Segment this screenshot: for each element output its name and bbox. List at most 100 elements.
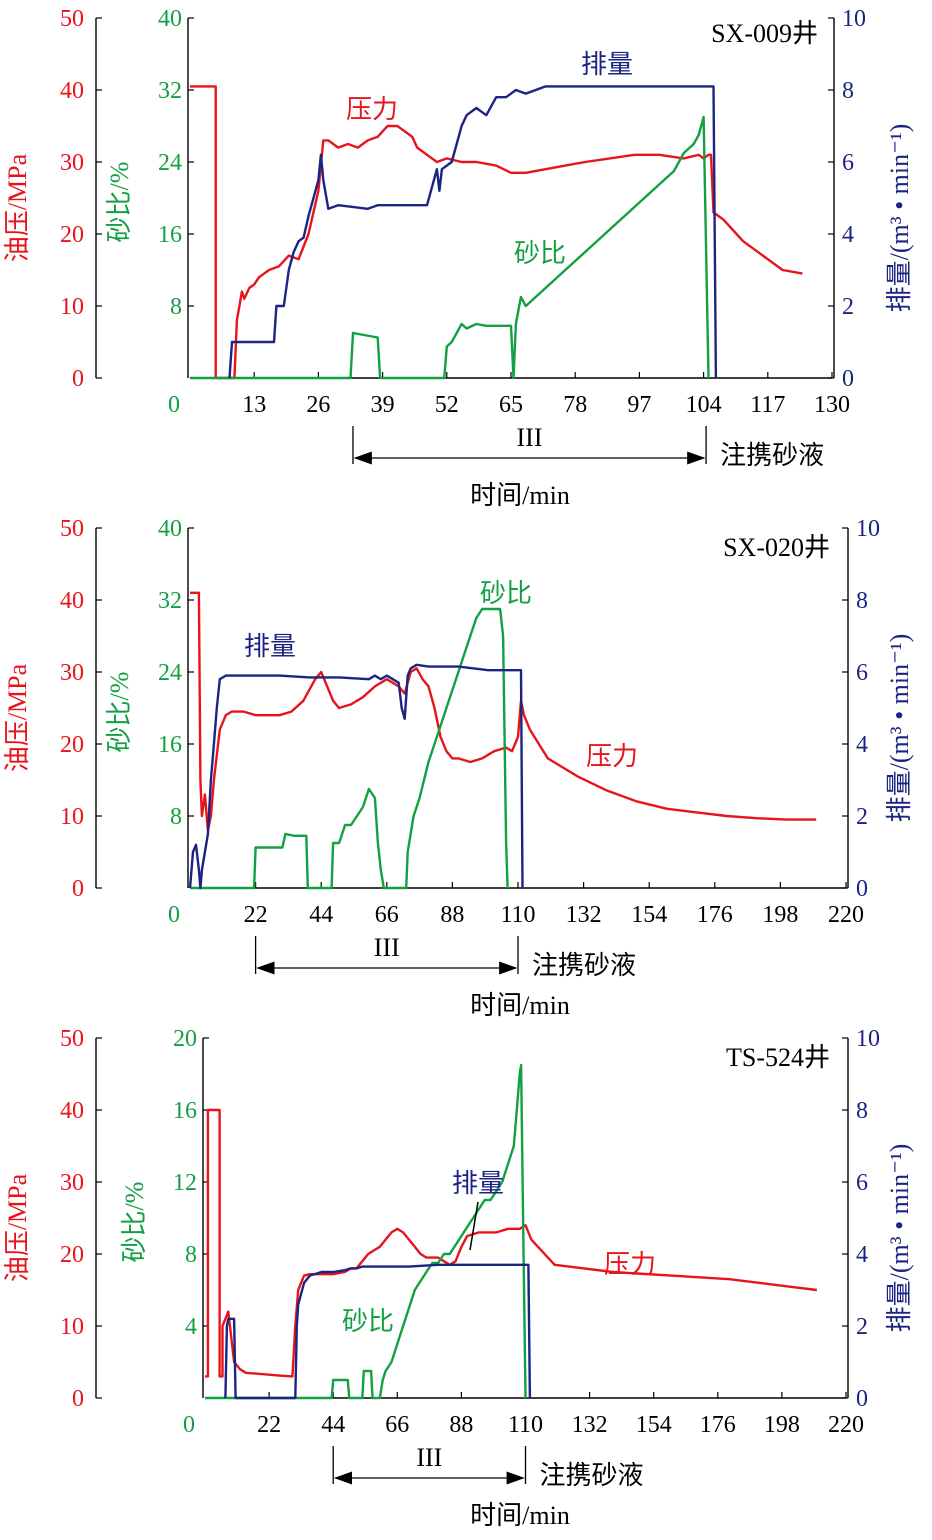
- pressure-tick-label: 40: [60, 78, 84, 104]
- pressure-series-line: [190, 85, 803, 380]
- rate-tick-label: 10: [856, 1026, 880, 1052]
- x-tick-label: 39: [371, 392, 395, 418]
- sand-axis-title: 砂比/%: [120, 1182, 149, 1263]
- rate-tick-label: 8: [856, 588, 868, 614]
- well-label: TS-524井: [726, 1043, 830, 1072]
- pressure-tick-label: 50: [60, 516, 84, 542]
- sand-tick-label: 8: [170, 804, 182, 830]
- sand-series-label: 砂比: [514, 239, 566, 268]
- sand-series-label: 砂比: [342, 1307, 394, 1336]
- rate-series-line: [228, 85, 718, 379]
- pressure-axis-title: 油压/MPa: [3, 153, 32, 262]
- rate-tick-label: 0: [856, 876, 868, 902]
- pressure-tick-label: 10: [60, 804, 84, 830]
- sand-tick-label: 24: [158, 660, 182, 686]
- pressure-tick-label: 50: [60, 1026, 84, 1052]
- pressure-tick-label: 30: [60, 1170, 84, 1196]
- rate-tick-label: 8: [856, 1098, 868, 1124]
- carry-sand-label: 注携砂液: [540, 1461, 644, 1490]
- sand-tick-label: 32: [158, 78, 182, 104]
- x-tick-label: 44: [309, 902, 333, 928]
- x-tick-label: 0: [168, 902, 180, 928]
- sand-series-line: [205, 1063, 527, 1400]
- well-label: SX-009井: [711, 19, 818, 48]
- x-tick-label: 117: [750, 392, 785, 418]
- rate-tick-label: 2: [842, 294, 854, 320]
- rate-tick-label: 10: [842, 6, 866, 32]
- pressure-tick-label: 20: [60, 732, 84, 758]
- x-tick-label: 104: [686, 392, 722, 418]
- x-tick-label: 130: [814, 392, 850, 418]
- rate-tick-label: 2: [856, 804, 868, 830]
- rate-tick-label: 0: [842, 366, 854, 392]
- pressure-series-label: 压力: [604, 1250, 656, 1279]
- sand-tick-label: 8: [185, 1242, 197, 1268]
- sand-series-line: [190, 115, 710, 380]
- rate-label-leader: [469, 1201, 479, 1251]
- rate-series-label: 排量: [244, 632, 296, 661]
- sand-tick-label: 16: [158, 222, 182, 248]
- x-tick-label: 198: [764, 1412, 800, 1438]
- pressure-series-label: 压力: [346, 95, 398, 124]
- sand-tick-label: 24: [158, 150, 182, 176]
- rate-tick-label: 0: [856, 1386, 868, 1412]
- pressure-tick-label: 0: [72, 366, 84, 392]
- x-tick-label: 154: [631, 902, 667, 928]
- stage-label: III: [416, 1443, 442, 1472]
- x-tick-label: 26: [306, 392, 330, 418]
- x-tick-label: 13: [242, 392, 266, 418]
- rate-tick-label: 10: [856, 516, 880, 542]
- sand-tick-label: 32: [158, 588, 182, 614]
- rate-axis-title: 排量/(m³ • min⁻¹): [885, 634, 914, 823]
- x-tick-label: 66: [375, 902, 399, 928]
- x-tick-label: 66: [385, 1412, 409, 1438]
- pressure-axis-title: 油压/MPa: [3, 663, 32, 772]
- x-tick-label: 22: [257, 1412, 281, 1438]
- x-tick-label: 176: [697, 902, 733, 928]
- rate-tick-label: 8: [842, 78, 854, 104]
- rate-axis-title: 排量/(m³ • min⁻¹): [885, 1144, 914, 1333]
- x-tick-label: 132: [572, 1412, 608, 1438]
- pressure-tick-label: 10: [60, 1314, 84, 1340]
- pressure-tick-label: 10: [60, 294, 84, 320]
- sand-tick-label: 16: [158, 732, 182, 758]
- rate-tick-label: 6: [842, 150, 854, 176]
- pressure-tick-label: 50: [60, 6, 84, 32]
- rate-series-line: [224, 1263, 532, 1400]
- x-tick-label: 65: [499, 392, 523, 418]
- rate-series-line: [188, 663, 524, 890]
- carry-sand-label: 注携砂液: [720, 441, 824, 470]
- sand-tick-label: 20: [173, 1026, 197, 1052]
- well-label: SX-020井: [723, 533, 830, 562]
- pressure-axis-title: 油压/MPa: [3, 1173, 32, 1282]
- pressure-tick-label: 40: [60, 1098, 84, 1124]
- x-tick-label: 176: [700, 1412, 736, 1438]
- x-tick-label: 52: [435, 392, 459, 418]
- x-axis-title: 时间/min: [470, 1501, 570, 1530]
- sand-series-line: [190, 607, 509, 890]
- rate-series-label: 排量: [452, 1169, 504, 1198]
- sand-tick-label: 4: [185, 1314, 197, 1340]
- pressure-tick-label: 0: [72, 1386, 84, 1412]
- x-tick-label: 220: [828, 1412, 864, 1438]
- rate-tick-label: 4: [856, 732, 868, 758]
- x-tick-label: 110: [508, 1412, 543, 1438]
- x-tick-label: 0: [183, 1412, 195, 1438]
- rate-series-label: 排量: [581, 50, 633, 79]
- pressure-tick-label: 20: [60, 222, 84, 248]
- carry-sand-label: 注携砂液: [532, 951, 636, 980]
- pressure-tick-label: 40: [60, 588, 84, 614]
- x-tick-label: 78: [563, 392, 587, 418]
- rate-axis-title: 排量/(m³ • min⁻¹): [885, 124, 914, 313]
- sand-series-label: 砂比: [480, 579, 532, 608]
- sand-tick-label: 8: [170, 294, 182, 320]
- x-tick-label: 88: [449, 1412, 473, 1438]
- x-tick-label: 22: [244, 902, 268, 928]
- pressure-series-label: 压力: [586, 742, 638, 771]
- x-axis-title: 时间/min: [470, 481, 570, 510]
- x-tick-label: 97: [627, 392, 651, 418]
